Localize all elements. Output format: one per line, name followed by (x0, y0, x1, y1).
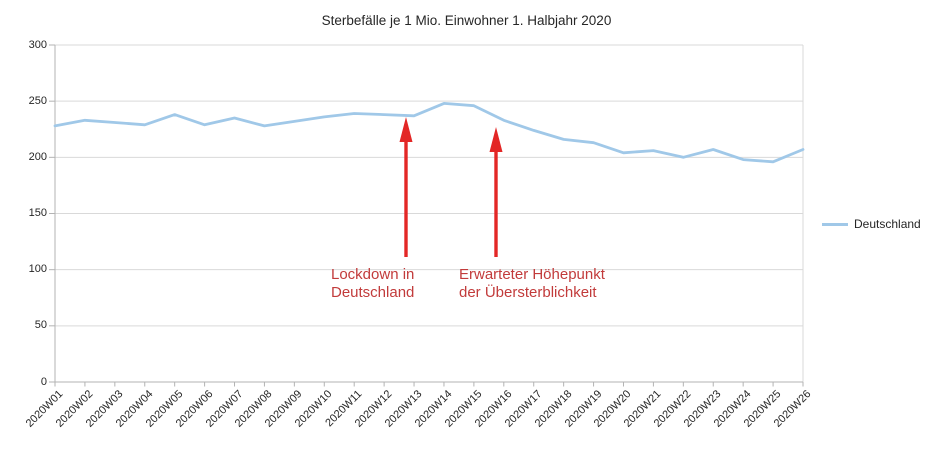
y-axis-label-300: 300 (28, 38, 47, 51)
y-axis-label-150: 150 (28, 207, 47, 219)
annotation-peak-text: Erwarteter Höhepunkt der Übersterblichke… (459, 266, 605, 302)
chart-title: Sterbefälle je 1 Mio. Einwohner 1. Halbj… (321, 13, 612, 28)
legend-line-swatch (822, 222, 848, 226)
y-axis-label-200: 200 (28, 150, 47, 163)
annotation-lockdown-line2: Deutschland (331, 284, 415, 301)
peak-arrow-head (489, 127, 503, 152)
annotation-lockdown-text: Lockdown in Deutschland (331, 266, 414, 302)
y-axis-label-50: 50 (34, 319, 47, 332)
legend: Deutschland (822, 217, 921, 231)
lockdown-arrow-head (399, 117, 413, 142)
series-line-deutschland (53, 102, 805, 164)
y-axis-label-0: 0 (40, 375, 47, 388)
y-axis-label-100: 100 (28, 263, 47, 276)
y-axis-label-250: 250 (28, 94, 47, 107)
annotation-peak-line1: Erwarteter Höhepunkt (459, 266, 605, 283)
annotation-peak-line2: der Übersterblichkeit (459, 284, 597, 301)
legend-series-label: Deutschland (854, 217, 921, 231)
annotation-lockdown-line1: Lockdown in (331, 266, 415, 283)
